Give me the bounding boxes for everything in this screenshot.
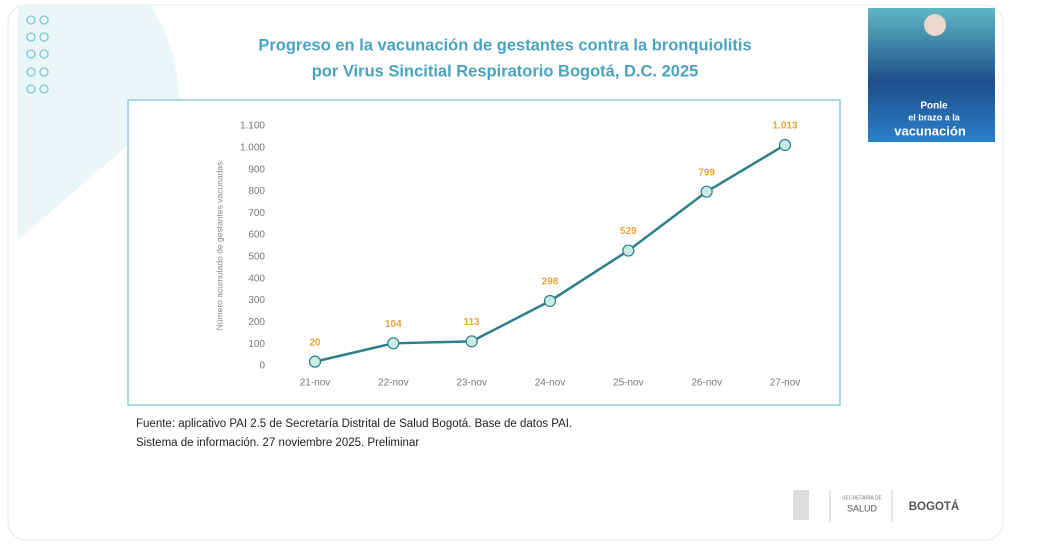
- banner-text: el brazo a la: [908, 112, 961, 122]
- data-label: 104: [385, 319, 402, 330]
- data-marker: [543, 294, 557, 308]
- x-tick-label: 22-nov: [378, 378, 409, 389]
- data-marker: [622, 244, 635, 257]
- x-tick-label: 23-nov: [456, 378, 487, 389]
- y-tick-label: 700: [248, 208, 265, 219]
- title-line: Progreso en la vacunación de gestantes c…: [258, 36, 751, 54]
- decor-shape: [18, 5, 180, 240]
- decor-dots: [26, 15, 49, 94]
- y-tick-label: 1.000: [240, 142, 265, 153]
- y-tick-label: 0: [259, 361, 265, 372]
- y-tick-label: 600: [248, 230, 265, 241]
- y-tick-label: 800: [248, 186, 265, 197]
- y-tick-label: 300: [248, 295, 265, 306]
- data-label: 529: [620, 226, 637, 237]
- y-axis-label: Número acumulado de gestantes vacunadas: [214, 162, 224, 331]
- x-tick-label: 27-nov: [770, 378, 801, 389]
- data-marker: [700, 185, 713, 198]
- crest-logo: [793, 490, 809, 520]
- data-marker: [387, 337, 400, 350]
- y-tick-label: 1.100: [240, 121, 265, 132]
- source-note: Fuente: aplicativo PAI 2.5 de Secretaría…: [136, 418, 572, 430]
- data-marker: [308, 355, 322, 368]
- x-tick-label: 21-nov: [300, 378, 331, 389]
- y-tick-label: 200: [248, 317, 265, 328]
- data-label: 20: [309, 337, 321, 348]
- data-label: 799: [698, 167, 715, 178]
- y-tick-label: 900: [248, 164, 265, 175]
- data-marker: [465, 335, 478, 348]
- y-tick-label: 500: [248, 252, 265, 263]
- promo-figure: [924, 14, 946, 36]
- banner-text: Ponle: [920, 101, 948, 112]
- y-tick-label: 100: [248, 339, 265, 350]
- source-note: Sistema de información. 27 noviembre 202…: [136, 437, 419, 449]
- x-tick-label: 25-nov: [613, 378, 644, 389]
- x-tick-label: 24-nov: [535, 378, 566, 389]
- banner-text: vacunación: [894, 123, 966, 138]
- data-label: 298: [542, 277, 559, 288]
- data-marker: [778, 138, 792, 152]
- logo-text: BOGOTÁ: [909, 500, 959, 513]
- logo-text: SECRETARÍA DE: [842, 494, 882, 501]
- x-tick-label: 26-nov: [691, 378, 722, 389]
- title-line: por Virus Sincitial Respiratorio Bogotá,…: [312, 62, 699, 80]
- plot: 0 100 200 300 400 500 600 700 800 900 1.000 1.100 21…: [240, 121, 800, 389]
- chart-frame: [127, 99, 841, 406]
- data-label: 113: [464, 317, 481, 328]
- y-tick-label: 400: [248, 273, 265, 284]
- logo-text: SALUD: [847, 503, 878, 513]
- data-label: 1.013: [772, 121, 797, 132]
